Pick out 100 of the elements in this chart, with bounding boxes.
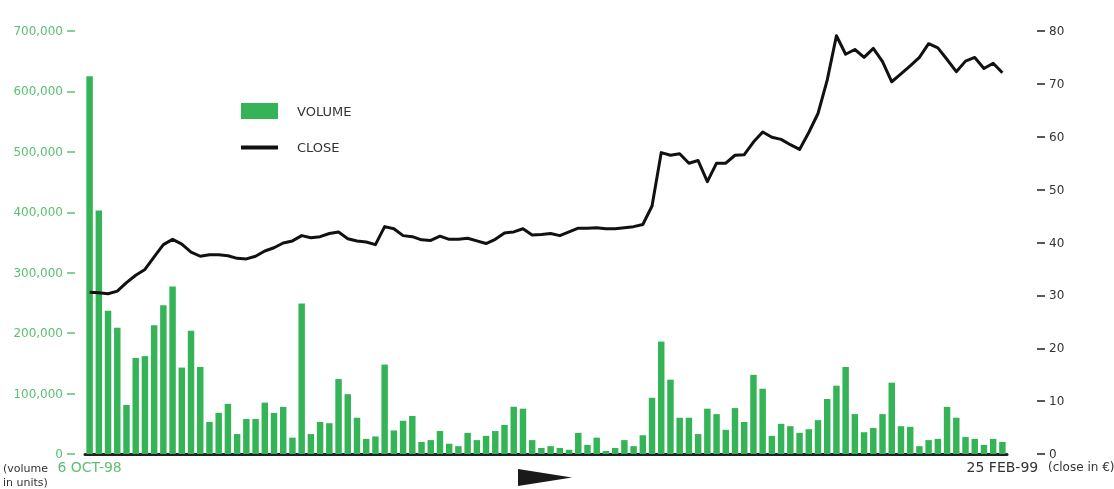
bar [842, 366, 849, 454]
bar [750, 374, 757, 454]
bar [289, 437, 296, 454]
bar [814, 420, 822, 454]
bar [694, 434, 702, 454]
bar [206, 421, 213, 454]
bar [409, 415, 416, 454]
bar [648, 397, 656, 454]
bar [160, 305, 167, 454]
bar [427, 440, 434, 454]
bar [833, 385, 840, 454]
y-tick-label: 600,000 [13, 84, 63, 99]
bar [197, 366, 204, 454]
bar [777, 423, 785, 454]
bar [897, 426, 905, 454]
bar [925, 440, 932, 454]
bar [713, 414, 720, 454]
bar [556, 447, 564, 454]
bar [611, 447, 619, 454]
bar [989, 438, 997, 454]
bar [796, 432, 803, 454]
y-tick-label: 100,000 [13, 386, 63, 401]
y-tick-label: 700,000 [13, 24, 63, 38]
bar [455, 446, 462, 454]
bar [501, 424, 508, 454]
bar [851, 414, 859, 454]
bar [307, 434, 315, 454]
bar [150, 325, 158, 454]
y-tick-label: 0 [55, 447, 63, 461]
bar [943, 406, 951, 454]
bar [104, 310, 112, 454]
bar [187, 330, 195, 454]
bar [888, 382, 895, 454]
bar [870, 428, 877, 454]
legend-label: CLOSE [297, 140, 340, 155]
bar [243, 418, 250, 454]
bar [353, 417, 361, 454]
line-series [88, 34, 1004, 296]
bar [270, 412, 278, 454]
bar [658, 341, 665, 454]
y2-tick-label: 20 [1049, 341, 1065, 356]
bar [418, 441, 425, 454]
bar [741, 421, 748, 454]
bar [916, 446, 923, 454]
bar [261, 402, 269, 454]
bar [602, 450, 610, 454]
bar [252, 418, 259, 454]
bar [492, 431, 499, 454]
bar [178, 367, 186, 454]
bar [639, 435, 647, 454]
bar [224, 403, 232, 454]
bar [575, 432, 582, 454]
bar [731, 408, 739, 454]
bar [335, 379, 342, 454]
bar [971, 438, 978, 454]
bar [768, 435, 776, 454]
bar [316, 421, 324, 454]
bar [934, 438, 942, 454]
bar [528, 440, 536, 454]
bar [298, 303, 305, 454]
y2-tick-label: 60 [1049, 129, 1065, 144]
bar [787, 426, 794, 454]
bar [215, 412, 222, 454]
bar [169, 286, 176, 454]
bar [805, 429, 812, 454]
bar [510, 406, 517, 454]
bar [233, 434, 241, 454]
y2-tick-label: 40 [1049, 235, 1065, 250]
bar [704, 408, 711, 454]
y2-tick-label: 70 [1049, 76, 1065, 91]
bar [879, 414, 886, 454]
bar [372, 436, 379, 454]
y2-tick-label: 30 [1049, 288, 1065, 303]
bar [141, 356, 149, 454]
bar [132, 357, 139, 454]
bar [381, 364, 388, 454]
y2-axis-title: (close in €) [1048, 460, 1114, 474]
bar [123, 405, 130, 454]
bar [519, 408, 527, 454]
bar [962, 437, 969, 454]
y2-tick-label: 50 [1049, 182, 1065, 197]
y2-tick-label: 80 [1049, 24, 1065, 38]
y-tick-label: 200,000 [13, 326, 63, 341]
bar [584, 444, 591, 454]
bar [114, 327, 121, 454]
y-axis-title: (volume in units) [3, 461, 49, 489]
x-tick-label: 25 FEB-99 [966, 459, 1039, 475]
bar [906, 426, 914, 454]
bar [344, 394, 351, 454]
bar [953, 417, 960, 454]
y2-tick-label: 0 [1049, 447, 1057, 461]
bar [621, 440, 628, 454]
bar [86, 76, 93, 454]
bar [685, 417, 693, 454]
x-tick-label: 6 OCT-98 [57, 459, 122, 475]
bar [593, 437, 600, 454]
bar [980, 444, 988, 454]
y-tick-label: 400,000 [13, 205, 63, 220]
bar [538, 447, 545, 454]
bar [999, 441, 1006, 454]
